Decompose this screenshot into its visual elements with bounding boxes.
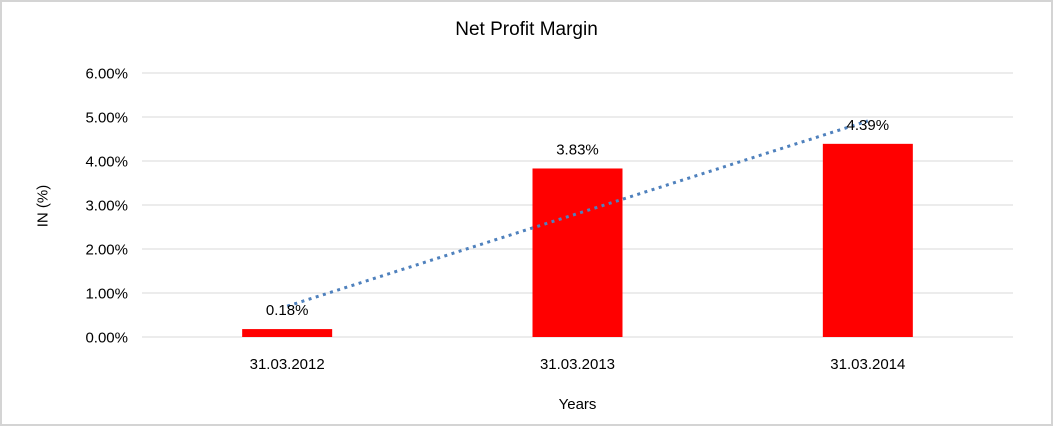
x-tick-label: 31.03.2014 [830, 356, 905, 373]
bar-31.03.2013 [532, 168, 623, 337]
y-tick-label: 5.00% [85, 110, 128, 127]
y-tick-label: 3.00% [85, 198, 128, 215]
y-tick-label: 6.00% [85, 66, 128, 83]
data-label: 4.39% [847, 117, 890, 134]
y-tick-label: 1.00% [85, 286, 128, 303]
bar-31.03.2012 [242, 329, 333, 337]
data-label: 0.18% [266, 302, 309, 319]
x-axis-title: Years [558, 396, 597, 413]
x-tick-label: 31.03.2013 [540, 356, 615, 373]
y-tick-label: 0.00% [85, 330, 128, 347]
y-tick-label: 2.00% [85, 242, 128, 259]
data-label: 3.83% [556, 141, 599, 158]
chart-title: Net Profit Margin [455, 19, 598, 40]
bar-31.03.2014 [822, 143, 913, 337]
x-tick-label: 31.03.2012 [250, 356, 325, 373]
y-tick-label: 4.00% [85, 154, 128, 171]
